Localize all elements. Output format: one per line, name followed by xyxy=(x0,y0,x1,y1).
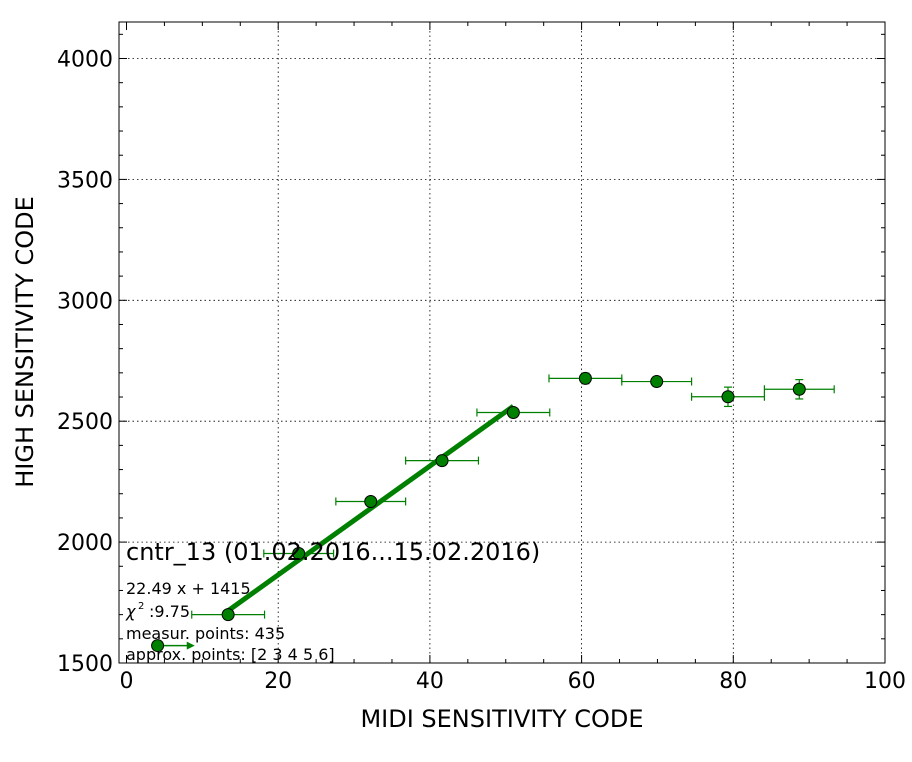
x-tick-label: 40 xyxy=(416,669,444,694)
annotation-measur-points: measur. points: 435 xyxy=(126,624,285,643)
ticks xyxy=(119,22,886,664)
x-axis-label: MIDI SENSITIVITY CODE xyxy=(360,705,643,733)
annotation-title: cntr_13 (01.02.2016...15.02.2016) xyxy=(126,538,540,566)
data-layer xyxy=(151,371,835,653)
x-tick-label: 0 xyxy=(120,669,134,694)
data-point xyxy=(435,454,449,468)
grid-lines xyxy=(119,22,885,663)
data-point xyxy=(292,546,306,560)
y-tick-label: 4000 xyxy=(57,48,113,73)
fit-line xyxy=(226,404,515,613)
data-point xyxy=(721,390,735,404)
data-point xyxy=(792,382,806,396)
x-tick-label: 60 xyxy=(568,669,596,694)
tick-labels: 0 20 40 60 80 100 1500 2000 2500 3000 3500 4000 xyxy=(57,48,906,695)
arrow-head xyxy=(186,641,195,650)
annotation-chi-power: 2 xyxy=(138,601,144,612)
data-point xyxy=(578,371,592,385)
fit-annotations: cntr_13 (01.02.2016...15.02.2016) 22.49 … xyxy=(125,538,540,664)
annotation-equation: 22.49 x + 1415 xyxy=(126,579,251,598)
plot-frame xyxy=(118,21,886,664)
annotation-chi-value: :9.75 xyxy=(149,602,190,621)
y-tick-label: 2500 xyxy=(57,410,113,435)
data-point xyxy=(364,494,378,508)
y-tick-label: 1500 xyxy=(57,652,113,677)
annotation-chi-symbol: χ xyxy=(125,602,136,621)
x-tick-label: 20 xyxy=(264,669,292,694)
data-point xyxy=(151,639,165,653)
y-tick-label: 3000 xyxy=(57,289,113,314)
y-tick-label: 2000 xyxy=(57,531,113,556)
annotation-approx-points: approx. points: [2 3 4 5 6] xyxy=(126,645,335,664)
data-point xyxy=(506,405,520,419)
data-point xyxy=(221,608,235,622)
x-tick-label: 100 xyxy=(864,669,906,694)
data-point xyxy=(650,375,664,389)
x-tick-label: 80 xyxy=(719,669,747,694)
y-axis-label: HIGH SENSITIVITY CODE xyxy=(11,196,39,488)
y-tick-label: 3500 xyxy=(57,168,113,193)
